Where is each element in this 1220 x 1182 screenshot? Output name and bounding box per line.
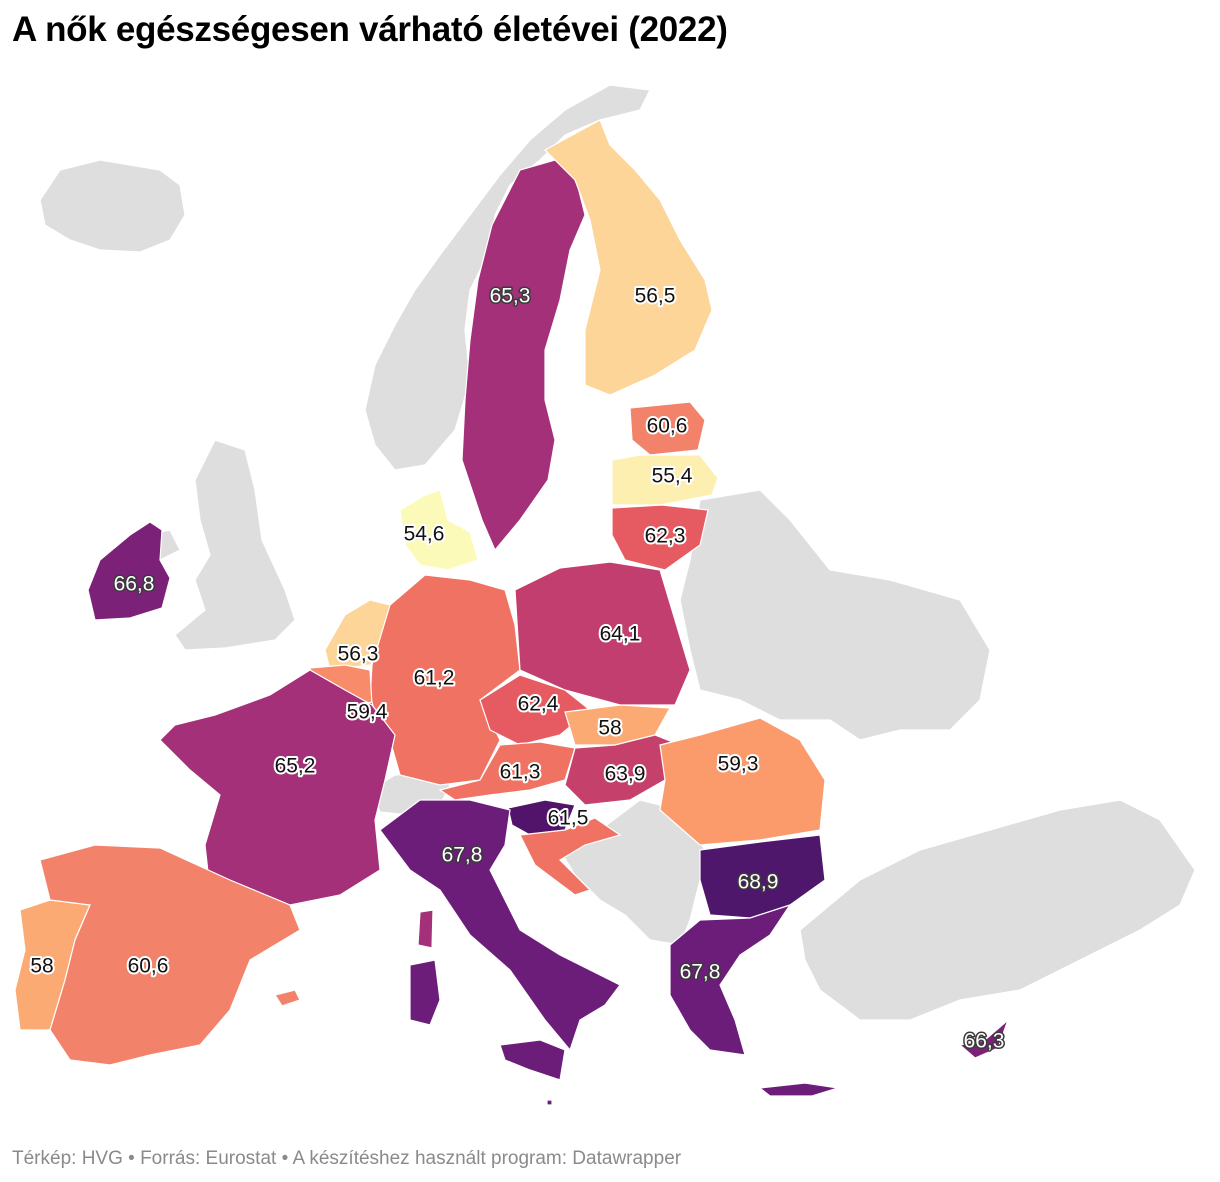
label-slovakia: 58 bbox=[598, 717, 621, 740]
country-ireland[interactable] bbox=[87, 521, 171, 621]
label-france: 65,2 bbox=[275, 755, 316, 778]
country-corsica[interactable] bbox=[417, 909, 434, 949]
label-italy: 67,8 bbox=[442, 844, 483, 867]
country-france[interactable] bbox=[159, 669, 396, 906]
uk-shape bbox=[174, 439, 296, 651]
country-austria[interactable] bbox=[438, 741, 576, 801]
label-bulgaria: 68,9 bbox=[738, 871, 779, 894]
label-greece: 67,8 bbox=[680, 961, 721, 984]
country-cyprus[interactable] bbox=[958, 1018, 1010, 1059]
label-finland: 56,5 bbox=[635, 285, 676, 308]
country-croatia[interactable] bbox=[519, 817, 622, 896]
label-germany: 61,2 bbox=[414, 667, 455, 690]
label-hungary: 63,9 bbox=[605, 763, 646, 786]
label-portugal: 58 bbox=[30, 955, 53, 978]
label-sweden: 65,3 bbox=[490, 285, 531, 308]
country-sweden[interactable] bbox=[461, 159, 586, 552]
label-lithuania: 62,3 bbox=[645, 525, 686, 548]
iceland-shape bbox=[39, 159, 186, 253]
label-netherlands: 56,3 bbox=[338, 643, 379, 666]
country-lithuania[interactable] bbox=[611, 504, 709, 571]
europe-choropleth-map: 65,3 56,5 60,6 55,4 62,3 54,6 66,8 56,3 … bbox=[14, 84, 1196, 1106]
country-balearic[interactable] bbox=[274, 989, 301, 1007]
label-belgium: 59,4 bbox=[347, 701, 388, 724]
label-romania: 59,3 bbox=[718, 753, 759, 776]
no-data-regions bbox=[39, 84, 1196, 1021]
norway-shape bbox=[364, 84, 651, 471]
country-sicily[interactable] bbox=[499, 1039, 566, 1081]
map-title: A nők egészségesen várható életévei (202… bbox=[12, 10, 728, 49]
label-cyprus: 66,3 bbox=[964, 1030, 1005, 1053]
label-estonia: 60,6 bbox=[647, 415, 688, 438]
country-finland[interactable] bbox=[544, 119, 713, 396]
country-italy[interactable] bbox=[379, 799, 621, 1052]
country-latvia[interactable] bbox=[611, 454, 719, 506]
label-spain: 60,6 bbox=[128, 955, 169, 978]
label-slovenia: 61,5 bbox=[548, 807, 589, 830]
source-footer: Térkép: HVG • Forrás: Eurostat • A készí… bbox=[12, 1148, 682, 1169]
belarus-ukraine-russia-shape bbox=[679, 489, 991, 741]
country-sardinia[interactable] bbox=[409, 959, 441, 1026]
turkey-shape bbox=[799, 799, 1196, 1021]
label-denmark: 54,6 bbox=[404, 523, 445, 546]
country-malta[interactable] bbox=[546, 1099, 553, 1106]
country-spain[interactable] bbox=[39, 844, 301, 1066]
country-romania[interactable] bbox=[659, 717, 826, 846]
label-czechia: 62,4 bbox=[518, 693, 559, 716]
country-greece[interactable] bbox=[669, 903, 792, 1056]
country-estonia[interactable] bbox=[629, 401, 706, 456]
label-poland: 64,1 bbox=[600, 623, 641, 646]
eu-countries bbox=[14, 119, 1010, 1106]
label-latvia: 55,4 bbox=[652, 465, 693, 488]
label-austria: 61,3 bbox=[500, 761, 541, 784]
country-denmark[interactable] bbox=[399, 489, 479, 571]
country-poland[interactable] bbox=[514, 561, 691, 706]
label-ireland: 66,8 bbox=[114, 573, 155, 596]
country-crete[interactable] bbox=[758, 1082, 839, 1097]
value-labels: 65,3 56,5 60,6 55,4 62,3 54,6 66,8 56,3 … bbox=[28, 283, 1006, 1055]
